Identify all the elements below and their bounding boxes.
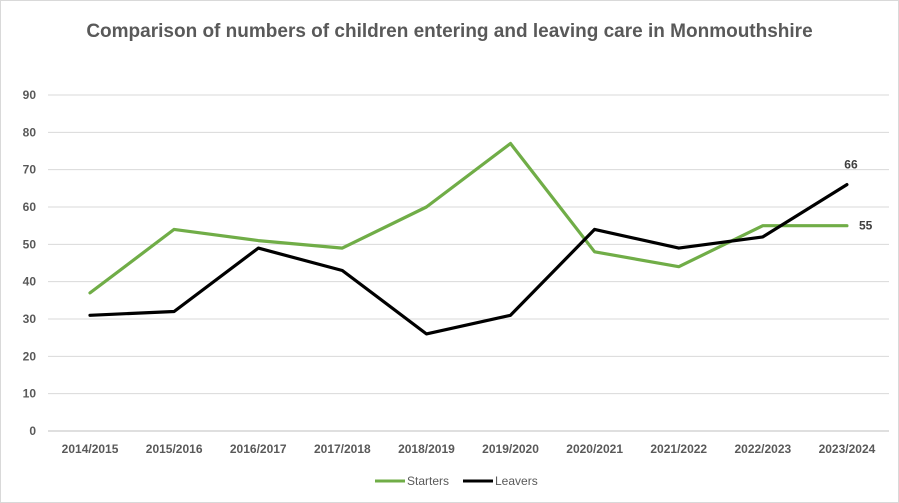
y-tick-label: 40 (23, 275, 37, 289)
data-label: 55 (859, 219, 873, 233)
x-tick-label: 2016/2017 (230, 442, 287, 456)
series-line-starters (88, 141, 849, 295)
x-tick-label: 2015/2016 (146, 442, 203, 456)
y-tick-label: 0 (29, 424, 36, 438)
legend-label: Leavers (495, 474, 538, 488)
chart-title: Comparison of numbers of children enteri… (86, 21, 813, 42)
legend-label: Starters (407, 474, 449, 488)
x-tick-label: 2014/2015 (62, 442, 119, 456)
y-tick-label: 30 (23, 312, 37, 326)
x-tick-label: 2018/2019 (398, 442, 455, 456)
y-tick-label: 60 (23, 200, 37, 214)
y-tick-label: 80 (23, 125, 37, 139)
x-tick-label: 2017/2018 (314, 442, 371, 456)
y-tick-label: 50 (23, 237, 37, 251)
series-line-leavers (88, 183, 849, 336)
x-tick-label: 2022/2023 (734, 442, 791, 456)
x-tick-label: 2020/2021 (566, 442, 623, 456)
x-tick-label: 2023/2024 (819, 442, 876, 456)
y-tick-label: 70 (23, 163, 37, 177)
y-tick-label: 90 (23, 88, 37, 102)
x-tick-label: 2021/2022 (650, 442, 707, 456)
x-tick-label: 2019/2020 (482, 442, 539, 456)
data-label: 66 (844, 158, 858, 172)
y-tick-label: 20 (23, 349, 37, 363)
y-tick-label: 10 (23, 387, 37, 401)
